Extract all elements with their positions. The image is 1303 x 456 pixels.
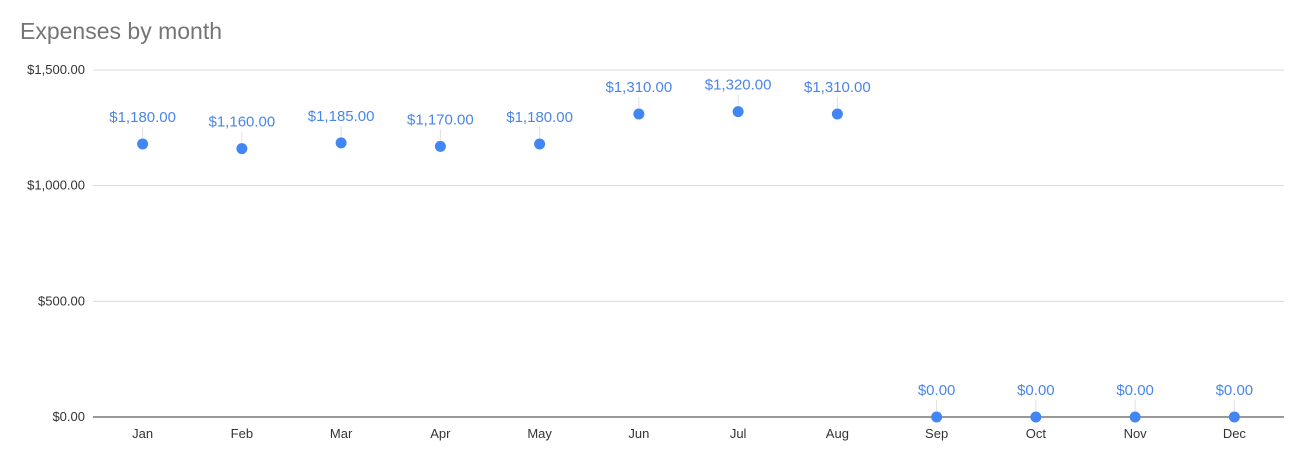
- data-label: $1,180.00: [109, 109, 176, 126]
- x-tick-label: Jan: [132, 426, 153, 441]
- x-tick-label: Dec: [1223, 426, 1247, 441]
- data-point: [534, 138, 546, 150]
- data-label: $1,310.00: [804, 79, 871, 96]
- x-tick-label: Apr: [430, 426, 451, 441]
- x-tick-label: Oct: [1026, 426, 1047, 441]
- data-label: $1,320.00: [705, 77, 772, 94]
- data-point: [434, 140, 446, 152]
- data-point: [1129, 411, 1141, 423]
- data-point: [1228, 411, 1240, 423]
- data-label: $1,160.00: [209, 114, 276, 131]
- y-tick-label: $1,000.00: [27, 178, 85, 193]
- data-label: $0.00: [1017, 382, 1055, 399]
- data-point: [633, 108, 645, 120]
- y-tick-label: $500.00: [38, 293, 85, 308]
- data-point: [931, 411, 943, 423]
- data-point: [732, 106, 744, 118]
- x-tick-label: Aug: [826, 426, 849, 441]
- data-point: [137, 138, 149, 150]
- chart-title: Expenses by month: [20, 18, 223, 44]
- x-tick-label: Jun: [628, 426, 649, 441]
- data-label: $0.00: [918, 382, 956, 399]
- data-point: [831, 108, 843, 120]
- data-point: [236, 143, 248, 155]
- x-tick-label: May: [527, 426, 552, 441]
- x-tick-label: Sep: [925, 426, 948, 441]
- x-tick-label: Mar: [330, 426, 353, 441]
- y-tick-label: $0.00: [52, 409, 85, 424]
- data-point: [335, 137, 347, 149]
- data-label: $1,310.00: [606, 79, 673, 96]
- x-tick-label: Jul: [730, 426, 747, 441]
- x-tick-label: Nov: [1124, 426, 1148, 441]
- data-label: $0.00: [1216, 382, 1254, 399]
- data-label: $1,180.00: [506, 109, 573, 126]
- data-label: $1,185.00: [308, 108, 375, 125]
- y-tick-label: $1,500.00: [27, 62, 85, 77]
- data-point: [1030, 411, 1042, 423]
- x-tick-label: Feb: [231, 426, 253, 441]
- data-label: $1,170.00: [407, 111, 474, 128]
- data-label: $0.00: [1116, 382, 1154, 399]
